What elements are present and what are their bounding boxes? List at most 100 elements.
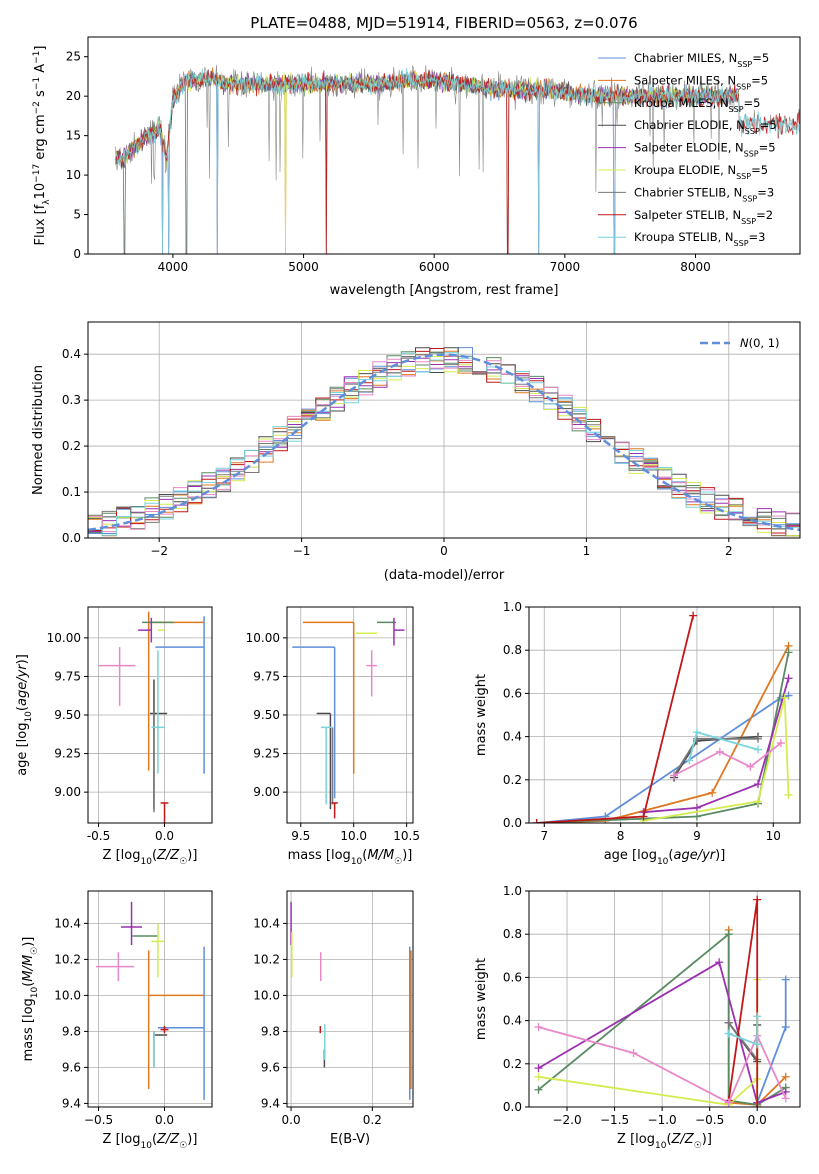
weight-marker (685, 756, 694, 765)
x-label-part: )] (187, 848, 197, 863)
weight-marker (692, 728, 701, 737)
x-tick-label: 7000 (550, 260, 581, 274)
y-label-part: )] (21, 937, 36, 947)
weight-marker (784, 648, 793, 657)
x-axis-label: (data-model)/error (384, 568, 505, 583)
axes-frame (87, 890, 213, 1108)
errorbar-point (160, 1026, 169, 1034)
y-label-part: age [log (15, 723, 30, 776)
legend-text: Salpeter MILES, N (634, 73, 736, 87)
y-label-part: mass [log (21, 998, 36, 1061)
y-tick-label: 9.25 (253, 747, 280, 761)
legend-sub: SSP (736, 82, 751, 91)
y-tick-label: 9.75 (253, 669, 280, 683)
y-tick-label: 9.00 (253, 785, 280, 799)
legend-text: N (740, 336, 749, 350)
errorbar-point (98, 647, 136, 706)
x-tick-label: 0.0 (155, 829, 174, 843)
x-label-part: mass [log (288, 848, 351, 863)
y-tick-label: 10.4 (54, 916, 81, 930)
weight-marker (724, 1098, 733, 1107)
x-tick-label: 10.0 (340, 829, 367, 843)
y-tick-label: 0.4 (503, 1014, 522, 1028)
legend-sub: SSP (742, 194, 757, 203)
legend-text: =3 (757, 185, 774, 199)
axes-frame (286, 890, 414, 1108)
legend-text: Chabrier MILES, N (634, 51, 737, 65)
mass_vs_EBV-panel: 0.0 0.2 9.4 9.6 9.8 10.0 10.2 10.4 E(B-V) (253, 890, 414, 1147)
y-axis-label: Flux [fλ10−17 erg cm−2 s−1 A−1] (32, 46, 52, 246)
x-tick-label: −1 (293, 544, 311, 558)
x-label-part: age [log (604, 848, 657, 863)
y-tick-label: 0.2 (503, 1057, 522, 1071)
weight-marker (753, 1012, 762, 1021)
x-tick-label: 5000 (288, 260, 319, 274)
y-tick-label: 9.75 (54, 669, 81, 683)
y-label-part: ( (21, 982, 36, 987)
legend-text: =5 (759, 141, 776, 155)
y-label-part: ] (33, 46, 48, 51)
y-label-part: 10 (30, 986, 40, 998)
weight-series (673, 742, 782, 777)
y-tick-label: 5 (73, 208, 81, 222)
x-tick-label: 9.5 (291, 829, 310, 843)
x-label-part: Z/Z (156, 1132, 180, 1147)
legend-text: Kroupa ELODIE, N (634, 163, 736, 177)
legend-text: Salpeter STELIB, N (634, 208, 741, 222)
weight-marker (754, 780, 763, 789)
legend-label: Kroupa STELIB, NSSP=3 (634, 230, 765, 248)
legend-text: =5 (752, 51, 769, 65)
weight-series (538, 979, 759, 1107)
legend-label: Kroupa ELODIE, NSSP=5 (634, 163, 768, 181)
weight-marker (534, 1085, 543, 1094)
x-tick-label: 10 (766, 829, 781, 843)
x-tick-label: 0.0 (282, 1113, 301, 1127)
weight-series (536, 645, 790, 823)
y-tick-label: 15 (66, 129, 81, 143)
legend-text: Kroupa STELIB, N (634, 230, 734, 244)
legend-label: Salpeter MILES, NSSP=5 (634, 73, 768, 91)
y-axis-label: Normed distribution (31, 365, 46, 495)
x-tick-label: −0.5 (695, 1113, 724, 1127)
weight-marker (724, 930, 733, 939)
spectrum-line (115, 68, 800, 254)
chart-title: PLATE=0488, MJD=51914, FIBERID=0563, z=0… (250, 14, 637, 32)
weights_vs_Z-marks (534, 895, 790, 1107)
x-label-part: 10 (657, 857, 669, 867)
y-label-part: s (33, 90, 48, 101)
errorbar-point (120, 901, 143, 945)
errorbar-point (160, 802, 169, 823)
legend-label: Salpeter STELIB, NSSP=2 (634, 208, 773, 226)
weight-series (536, 694, 789, 823)
x-label-part: ( (362, 848, 367, 863)
legend-sub: SSP (737, 60, 752, 69)
weight-marker (724, 1018, 733, 1027)
age_vs_Z-marks (98, 611, 205, 823)
y-label-part: ( (15, 706, 30, 711)
x-label-part: wavelength [Angstrom, rest frame] (330, 283, 559, 298)
x-tick-label: 8 (617, 829, 625, 843)
weight-series (536, 615, 694, 823)
legend-text: Chabrier STELIB, N (634, 185, 742, 199)
x-label-part: ( (152, 1132, 157, 1147)
weight-marker (708, 788, 717, 797)
y-tick-label: 0.4 (503, 730, 522, 744)
y-label-part: −2 (32, 101, 42, 114)
legend-text: Chabrier ELODIE, N (634, 118, 745, 132)
y-tick-label: 9.50 (54, 708, 81, 722)
x-label-part: M/M (367, 848, 394, 863)
legend-text: =5 (751, 163, 768, 177)
y-axis-label: mass weight (474, 958, 489, 1040)
legend-text: =5 (751, 73, 768, 87)
weight-series (673, 735, 759, 779)
legend-label: Salpeter ELODIE, NSSP=5 (634, 141, 776, 159)
x-tick-label: 10.5 (393, 829, 420, 843)
legend-label: Chabrier MILES, NSSP=5 (634, 51, 769, 69)
weight-marker (534, 1064, 543, 1073)
y-tick-label: 10.2 (54, 952, 81, 966)
errorbar-point (331, 802, 338, 819)
x-axis-label: E(B-V) (330, 1132, 370, 1147)
histogram-series (88, 358, 800, 533)
weight-marker (746, 762, 755, 771)
